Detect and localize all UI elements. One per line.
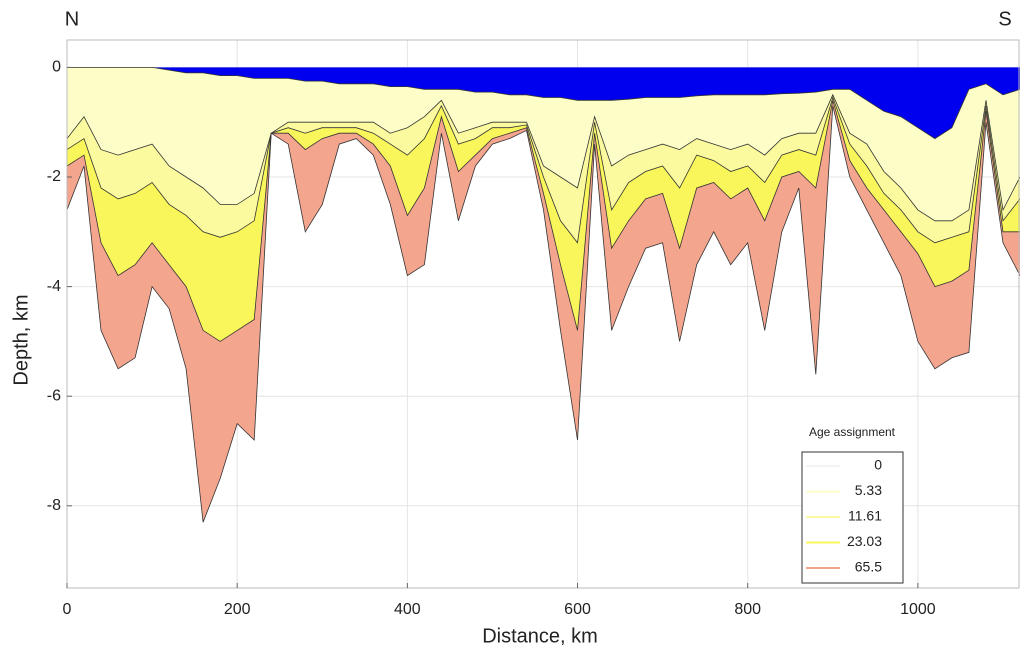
horizon-line [67,96,1020,244]
x-tick-label: 0 [63,601,72,618]
legend-title: Age assignment [809,425,896,439]
horizon-line [67,67,1020,140]
y-tick-label: -4 [47,278,61,295]
x-tick-label: 400 [394,601,421,618]
horizon-line [67,105,1020,523]
y-tick-label: -2 [47,168,61,185]
layer-area [67,94,1020,243]
layer-area [67,100,1020,523]
south-label: S [998,8,1011,30]
x-axis-label: Distance, km [482,625,598,647]
layer-area [67,97,1020,342]
plot [67,40,1020,588]
legend-label: 23.03 [847,533,882,549]
legend-label: 65.5 [855,559,882,575]
layer-area [67,67,1020,221]
plot-frame [66,39,1020,589]
y-tick-label: -6 [47,387,61,404]
y-tick-label: -8 [47,497,61,514]
y-tick-label: 0 [52,59,61,76]
x-tick-label: 800 [734,601,761,618]
north-label: N [65,8,79,30]
water-area [67,67,1020,139]
x-tick-label: 1000 [900,601,936,618]
legend-label: 11.61 [848,508,882,524]
legend-label: 5.33 [855,482,882,498]
horizon-line [67,100,1020,342]
horizon-line [67,93,1020,222]
y-axis-label: Depth, km [10,294,32,385]
legend-label: 0 [874,457,882,473]
x-tick-label: 200 [224,601,251,618]
x-tick-label: 600 [564,601,591,618]
